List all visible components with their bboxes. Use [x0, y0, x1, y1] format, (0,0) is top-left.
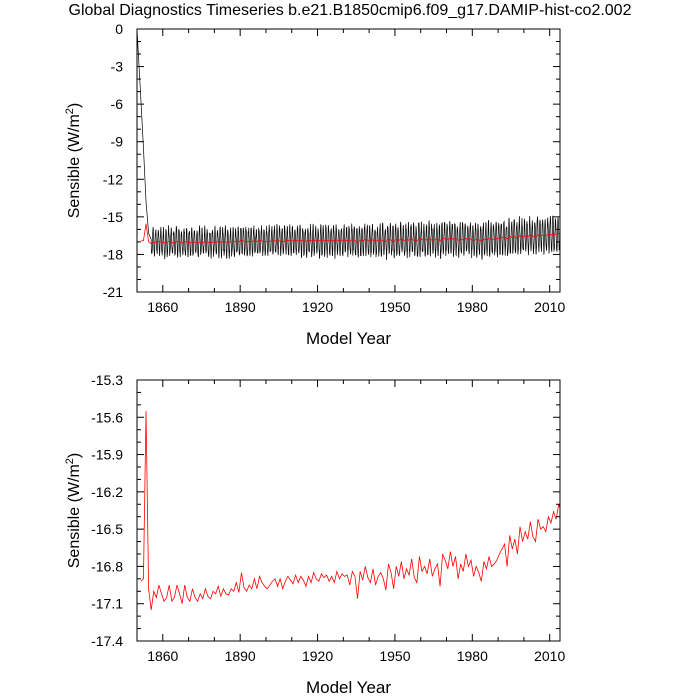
page-title: Global Diagnostics Timeseries b.e21.B185…: [68, 2, 632, 19]
y-tick-label: -17.1: [91, 596, 123, 612]
y-tick-label: -15.6: [91, 409, 123, 425]
plot-frame: [136, 28, 561, 293]
x-axis-label: Model Year: [306, 678, 391, 697]
x-tick-label: 2010: [534, 299, 565, 315]
series-line-monthly: [137, 29, 560, 260]
y-tick-label: -16.5: [91, 521, 123, 537]
x-tick-label: 1890: [225, 648, 256, 664]
plot-area: [140, 411, 560, 610]
y-tick-label: -6: [111, 96, 124, 112]
x-tick-label: 1980: [457, 648, 488, 664]
y-tick-label: -18: [103, 246, 123, 262]
y-tick-label: -15.3: [91, 372, 123, 388]
y-tick-label: -3: [111, 59, 124, 75]
y-tick-label: -12: [103, 171, 123, 187]
plot-area: [137, 29, 560, 260]
series-line-annual: [140, 223, 560, 245]
y-tick-label: 0: [115, 21, 123, 37]
y-axis-label: Sensible (W/m2): [64, 453, 83, 568]
y-tick-label: -16.8: [91, 558, 123, 574]
x-tick-label: 1890: [225, 299, 256, 315]
y-tick-label: -15.9: [91, 447, 123, 463]
chart-panel-1: 1860 1890 1920 1950 1980 2010 0 -3 -6 -9 -12 -15 -18…: [64, 21, 565, 348]
series-line-annual: [140, 411, 560, 610]
x-tick-label: 1920: [302, 648, 333, 664]
y-tick-label: -9: [111, 134, 124, 150]
y-tick-label: -17.4: [91, 633, 123, 649]
chart-panel-2: 1860 1890 1920 1950 1980 2010 -15.3 -15.6 -15.9 -…: [64, 372, 565, 697]
x-tick-label: 1860: [147, 648, 178, 664]
x-tick-label: 1950: [379, 299, 410, 315]
x-tick-label: 1980: [457, 299, 488, 315]
y-tick-label: -15: [103, 209, 123, 225]
x-tick-label: 1860: [147, 299, 178, 315]
y-tick-label: -21: [103, 284, 123, 300]
x-tick-label: 1950: [379, 648, 410, 664]
plot-frame: [136, 379, 561, 642]
y-tick-label: -16.2: [91, 484, 123, 500]
x-tick-label: 2010: [534, 648, 565, 664]
x-tick-label: 1920: [302, 299, 333, 315]
x-axis-label: Model Year: [306, 329, 391, 348]
y-axis-label: Sensible (W/m2): [64, 103, 83, 218]
